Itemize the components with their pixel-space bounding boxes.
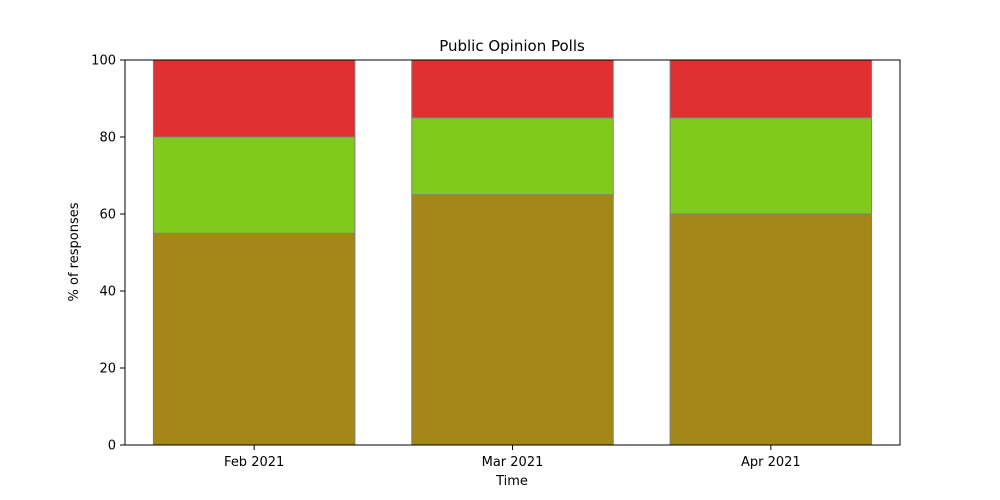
x-tick-label: Feb 2021 xyxy=(224,455,284,470)
bar-segment-3-2 xyxy=(669,117,873,215)
plot-area xyxy=(124,59,901,446)
bar-segment-1-3 xyxy=(152,59,356,138)
y-tick-label: 80 xyxy=(99,131,116,146)
bars xyxy=(152,59,873,446)
bar-segment-3-1 xyxy=(669,213,873,446)
y-tick-label: 60 xyxy=(99,208,116,223)
y-tick-label: 20 xyxy=(99,362,116,377)
chart-title: Public Opinion Polls xyxy=(439,37,585,55)
bar-segment-1-2 xyxy=(152,136,356,234)
y-axis-label: % of responses xyxy=(67,202,82,301)
x-axis-label: Time xyxy=(495,474,528,489)
bar-segment-3-3 xyxy=(669,59,873,119)
x-tick-label: Mar 2021 xyxy=(482,455,544,470)
bar-segment-2-3 xyxy=(411,59,614,119)
y-tick-label: 40 xyxy=(99,285,116,300)
y-tick-label: 0 xyxy=(108,439,116,454)
bar-segment-2-1 xyxy=(411,194,614,446)
y-axis: 0 20 40 60 80 100 xyxy=(91,54,125,454)
y-tick-label: 100 xyxy=(91,54,116,69)
bar-segment-2-2 xyxy=(411,117,614,196)
bar-segment-1-1 xyxy=(152,232,356,446)
x-tick-label: Apr 2021 xyxy=(741,455,801,470)
x-axis: Feb 2021 Mar 2021 Apr 2021 xyxy=(224,445,801,470)
